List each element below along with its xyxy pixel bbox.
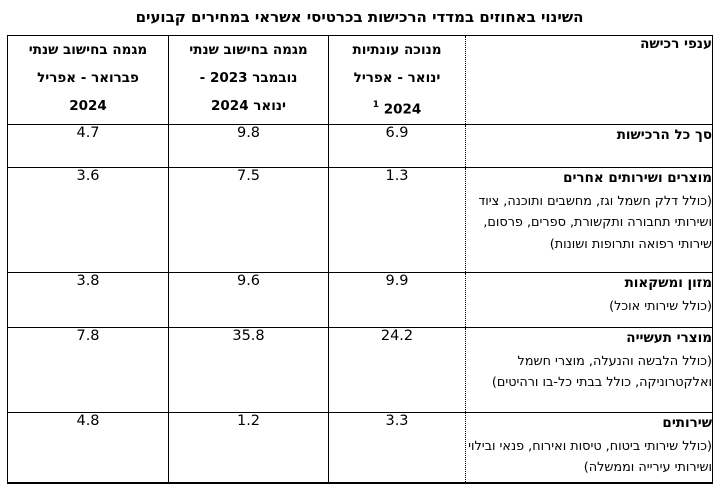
header-year: 2024 xyxy=(383,101,422,118)
table-header-row: ענפי רכישה מנוכה עונתיות ינואר - אפריל 1… xyxy=(7,35,713,125)
row-label-cell: מוצרי תעשייה (כולל הלבשה והנעלה, מוצרי ח… xyxy=(465,326,713,413)
row-label: מוצרי תעשייה xyxy=(626,329,712,346)
row-note: (כולל דלק חשמל וגז, מחשבים ותוכנה, ציוד … xyxy=(478,193,712,252)
value-seasonal: 3.3 xyxy=(328,411,466,484)
value-annual-feb: 7.8 xyxy=(7,326,169,413)
value-annual-nov: 35.8 xyxy=(168,326,329,413)
row-label: מזון ומשקאות xyxy=(624,274,712,291)
header-line: פברואר - אפריל xyxy=(37,70,139,86)
page-title: השינוי באחוזים במדדי הרכישות בכרטיסי אשר… xyxy=(135,8,584,26)
row-note: (כולל הלבשה והנעלה, מוצרי חשמל ואלקטרוני… xyxy=(491,353,712,391)
table-row-industrial-products: מוצרי תעשייה (כולל הלבשה והנעלה, מוצרי ח… xyxy=(7,326,713,413)
row-note: (כולל שירותי ביטוח, טיסות ואירוח, פנאי ו… xyxy=(468,438,712,476)
table-row-total-purchases: סך כל הרכישות 6.9 9.8 4.7 xyxy=(7,123,713,168)
value-annual-feb: 4.8 xyxy=(7,411,169,484)
row-label-cell: מזון ומשקאות (כולל שירותי אוכל) xyxy=(465,271,713,328)
table-row-other-products-services: מוצרים ושירותים אחרים (כולל דלק חשמל וגז… xyxy=(7,166,713,273)
column-header-branch: ענפי רכישה xyxy=(465,35,713,125)
value-seasonal: 1.3 xyxy=(328,166,466,273)
row-label-cell: סך כל הרכישות xyxy=(465,123,713,168)
value-seasonal: 6.9 xyxy=(328,123,466,168)
value-seasonal: 24.2 xyxy=(328,326,466,413)
value-seasonal: 9.9 xyxy=(328,271,466,328)
header-line: ינואר - אפריל xyxy=(353,70,441,86)
header-line: נובמבר 2023 - xyxy=(199,70,298,86)
value-annual-feb: 3.8 xyxy=(7,271,169,328)
value-annual-nov: 7.5 xyxy=(168,166,329,273)
value-annual-nov: 1.2 xyxy=(168,411,329,484)
header-line: מגמה בחישוב שנתי xyxy=(189,42,308,58)
row-label-cell: שירותים (כולל שירותי ביטוח, טיסות ואירוח… xyxy=(465,411,713,484)
row-label: שירותים xyxy=(662,414,712,431)
header-line: מגמה בחישוב שנתי xyxy=(28,42,148,58)
header-line: 1 2024 xyxy=(329,92,465,124)
column-header-annual-trend-feb: מגמה בחישוב שנתי פברואר - אפריל 2024 xyxy=(7,35,169,125)
header-line: 2024 xyxy=(69,98,107,114)
column-header-annual-trend-nov: מגמה בחישוב שנתי נובמבר 2023 - ינואר 202… xyxy=(168,35,329,125)
row-label: מוצרים ושירותים אחרים xyxy=(563,169,712,186)
row-label: סך כל הרכישות xyxy=(616,126,712,143)
footnote-marker: 1 xyxy=(372,100,379,110)
credit-card-indices-table: ענפי רכישה מנוכה עונתיות ינואר - אפריל 1… xyxy=(7,35,713,484)
header-line: ינואר 2024 xyxy=(211,98,286,114)
row-label-cell: מוצרים ושירותים אחרים (כולל דלק חשמל וגז… xyxy=(465,166,713,273)
row-note: (כולל שירותי אוכל) xyxy=(609,298,712,314)
table-row-food-beverages: מזון ומשקאות (כולל שירותי אוכל) 9.9 9.6 … xyxy=(7,271,713,328)
table-row-services: שירותים (כולל שירותי ביטוח, טיסות ואירוח… xyxy=(7,411,713,484)
value-annual-nov: 9.6 xyxy=(168,271,329,328)
column-header-seasonally-adjusted: מנוכה עונתיות ינואר - אפריל 1 2024 xyxy=(328,35,466,125)
value-annual-nov: 9.8 xyxy=(168,123,329,168)
value-annual-feb: 4.7 xyxy=(7,123,169,168)
header-line: מנוכה עונתיות xyxy=(352,42,442,58)
value-annual-feb: 3.6 xyxy=(7,166,169,273)
